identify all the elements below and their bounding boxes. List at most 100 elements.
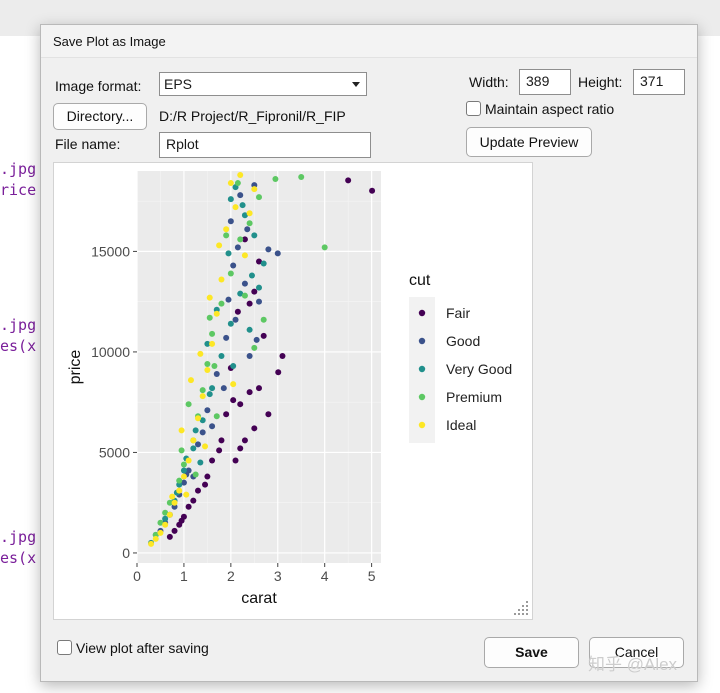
data-point bbox=[256, 298, 262, 305]
width-input[interactable]: 389 bbox=[519, 69, 571, 95]
data-point bbox=[256, 385, 262, 392]
data-point bbox=[157, 529, 164, 536]
view-after-saving-label: View plot after saving bbox=[76, 640, 209, 656]
legend-label: Ideal bbox=[446, 417, 476, 433]
code-line: rice bbox=[0, 181, 37, 199]
legend-key bbox=[418, 337, 426, 345]
data-point bbox=[171, 527, 178, 534]
legend-label: Premium bbox=[446, 389, 502, 405]
data-point bbox=[279, 352, 286, 359]
data-point bbox=[218, 437, 225, 444]
data-point bbox=[209, 330, 216, 337]
data-point bbox=[218, 352, 225, 359]
data-point bbox=[166, 511, 173, 518]
code-line: es(x bbox=[0, 337, 37, 355]
data-point bbox=[204, 473, 211, 480]
data-point bbox=[192, 471, 199, 478]
data-point bbox=[204, 340, 211, 347]
file-name-input[interactable]: Rplot bbox=[159, 132, 371, 158]
directory-button[interactable]: Directory... bbox=[53, 103, 147, 130]
data-point bbox=[239, 202, 246, 209]
update-preview-button[interactable]: Update Preview bbox=[466, 127, 592, 157]
data-point bbox=[190, 445, 197, 452]
data-point bbox=[178, 427, 185, 434]
image-format-select[interactable]: EPS bbox=[159, 72, 367, 96]
data-point bbox=[246, 300, 253, 307]
data-point bbox=[241, 252, 248, 259]
data-point bbox=[185, 503, 192, 510]
y-axis-title: price bbox=[67, 350, 84, 385]
cancel-button[interactable]: Cancel bbox=[589, 637, 684, 668]
maintain-aspect-label: Maintain aspect ratio bbox=[485, 101, 615, 117]
data-point bbox=[178, 447, 185, 454]
x-tick-label: 3 bbox=[274, 568, 282, 584]
data-point bbox=[213, 310, 220, 317]
data-point bbox=[241, 292, 248, 299]
data-point bbox=[223, 411, 230, 418]
data-point bbox=[213, 413, 220, 420]
data-point bbox=[260, 316, 267, 323]
data-point bbox=[183, 491, 190, 498]
dialog-title: Save Plot as Image bbox=[53, 34, 166, 49]
data-point bbox=[213, 371, 220, 378]
data-point bbox=[223, 232, 230, 239]
data-point bbox=[234, 180, 241, 187]
data-point bbox=[209, 423, 216, 430]
x-tick-label: 2 bbox=[227, 568, 235, 584]
data-point bbox=[206, 391, 213, 398]
data-point bbox=[237, 172, 244, 179]
view-after-saving-checkbox[interactable] bbox=[57, 640, 72, 655]
height-label: Height: bbox=[578, 74, 623, 90]
resize-grip-icon[interactable] bbox=[510, 597, 530, 617]
data-point bbox=[227, 270, 234, 277]
data-point bbox=[251, 425, 258, 432]
save-button[interactable]: Save bbox=[484, 637, 579, 668]
data-point bbox=[275, 369, 282, 376]
data-point bbox=[232, 457, 239, 464]
data-point bbox=[237, 445, 244, 452]
data-point bbox=[218, 276, 225, 283]
chevron-down-icon bbox=[352, 82, 360, 87]
data-point bbox=[232, 316, 239, 323]
data-point bbox=[199, 429, 206, 436]
legend-label: Very Good bbox=[446, 361, 512, 377]
data-point bbox=[321, 244, 328, 251]
code-line: es(x bbox=[0, 549, 37, 567]
data-point bbox=[246, 220, 253, 227]
data-point bbox=[178, 517, 185, 524]
code-line: .jpg' bbox=[0, 160, 46, 178]
legend-key bbox=[418, 421, 426, 429]
data-point bbox=[162, 509, 169, 516]
data-point bbox=[190, 437, 197, 444]
legend-label: Good bbox=[446, 333, 480, 349]
data-point bbox=[230, 262, 237, 269]
data-point bbox=[185, 457, 192, 464]
dialog-titlebar[interactable]: Save Plot as Image bbox=[41, 25, 697, 58]
data-point bbox=[234, 244, 241, 251]
code-line: .jpg' bbox=[0, 528, 46, 546]
data-point bbox=[192, 427, 199, 434]
data-point bbox=[241, 437, 248, 444]
data-point bbox=[256, 194, 262, 201]
data-point bbox=[187, 377, 194, 384]
data-point bbox=[220, 385, 227, 392]
data-point bbox=[180, 461, 187, 468]
height-input[interactable]: 371 bbox=[633, 69, 685, 95]
directory-path: D:/R Project/R_Fipronil/R_FIP bbox=[159, 108, 346, 124]
data-point bbox=[209, 385, 216, 392]
x-tick-label: 5 bbox=[368, 568, 376, 584]
data-point bbox=[195, 415, 201, 422]
data-point bbox=[265, 246, 272, 253]
maintain-aspect-checkbox[interactable] bbox=[466, 101, 481, 116]
file-name-label: File name: bbox=[55, 136, 121, 152]
legend-key bbox=[418, 393, 426, 401]
data-point bbox=[202, 481, 209, 488]
data-point bbox=[246, 210, 253, 217]
data-point bbox=[234, 308, 241, 315]
data-point bbox=[237, 401, 244, 408]
y-tick-label: 5000 bbox=[99, 444, 130, 460]
data-point bbox=[180, 479, 187, 486]
data-point bbox=[260, 260, 267, 267]
legend-key bbox=[418, 365, 426, 373]
data-point bbox=[223, 226, 230, 233]
